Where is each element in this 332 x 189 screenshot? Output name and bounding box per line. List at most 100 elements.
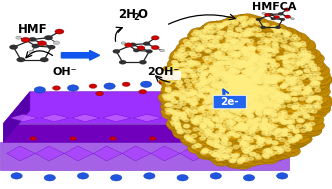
Circle shape: [261, 130, 281, 142]
Circle shape: [240, 90, 245, 93]
Circle shape: [236, 90, 256, 102]
Circle shape: [262, 104, 268, 107]
Circle shape: [249, 51, 255, 54]
Circle shape: [287, 112, 307, 123]
Circle shape: [222, 87, 242, 98]
Circle shape: [257, 95, 277, 106]
Circle shape: [198, 124, 218, 135]
Circle shape: [205, 65, 225, 76]
Circle shape: [262, 49, 267, 53]
Circle shape: [224, 94, 244, 105]
Circle shape: [258, 119, 278, 131]
Circle shape: [167, 97, 173, 101]
Circle shape: [186, 62, 191, 65]
Circle shape: [263, 150, 283, 162]
Circle shape: [255, 86, 275, 97]
Circle shape: [273, 43, 278, 46]
Circle shape: [233, 96, 239, 99]
Circle shape: [234, 90, 254, 101]
Circle shape: [244, 88, 264, 99]
Circle shape: [261, 92, 267, 96]
Circle shape: [245, 115, 265, 127]
Circle shape: [182, 135, 202, 146]
Circle shape: [291, 115, 297, 118]
Circle shape: [269, 96, 275, 99]
Circle shape: [195, 122, 215, 134]
Circle shape: [235, 46, 241, 49]
Circle shape: [228, 66, 248, 77]
Circle shape: [239, 36, 259, 47]
Circle shape: [241, 68, 261, 79]
Circle shape: [251, 104, 271, 115]
Circle shape: [259, 84, 279, 95]
Circle shape: [212, 54, 232, 65]
Circle shape: [299, 66, 319, 77]
Circle shape: [235, 84, 255, 96]
Circle shape: [238, 94, 244, 97]
Circle shape: [229, 78, 235, 81]
Circle shape: [274, 46, 279, 49]
Circle shape: [290, 37, 296, 41]
Circle shape: [206, 131, 226, 142]
Circle shape: [242, 106, 248, 109]
Circle shape: [203, 33, 222, 44]
Circle shape: [226, 89, 232, 92]
Circle shape: [297, 59, 303, 63]
Circle shape: [258, 125, 278, 136]
Circle shape: [239, 104, 245, 108]
Circle shape: [301, 91, 306, 94]
Circle shape: [244, 93, 250, 97]
Circle shape: [259, 62, 279, 73]
Circle shape: [293, 105, 298, 108]
Circle shape: [296, 71, 302, 74]
Circle shape: [192, 61, 198, 64]
Circle shape: [238, 88, 244, 91]
Circle shape: [242, 86, 248, 89]
Circle shape: [243, 53, 249, 56]
Circle shape: [244, 34, 249, 37]
Circle shape: [237, 96, 257, 107]
Circle shape: [289, 125, 294, 128]
Circle shape: [228, 91, 248, 103]
Circle shape: [294, 53, 314, 64]
Circle shape: [242, 89, 247, 92]
Circle shape: [185, 135, 190, 138]
Circle shape: [211, 112, 231, 123]
Circle shape: [161, 65, 181, 77]
Circle shape: [241, 91, 246, 94]
Circle shape: [250, 59, 256, 62]
Circle shape: [241, 88, 246, 91]
Circle shape: [240, 50, 260, 61]
Circle shape: [229, 66, 235, 69]
Circle shape: [238, 140, 258, 152]
Circle shape: [207, 107, 212, 110]
Circle shape: [299, 91, 319, 103]
Circle shape: [272, 97, 278, 100]
Circle shape: [253, 91, 259, 94]
Circle shape: [221, 140, 226, 144]
Circle shape: [283, 61, 289, 64]
Circle shape: [236, 29, 242, 32]
Circle shape: [268, 25, 288, 36]
Circle shape: [207, 67, 227, 78]
Circle shape: [244, 64, 264, 75]
Circle shape: [237, 86, 243, 89]
Circle shape: [268, 36, 288, 47]
Circle shape: [241, 64, 261, 75]
Circle shape: [314, 96, 320, 99]
Circle shape: [176, 60, 196, 71]
Circle shape: [299, 97, 305, 101]
Circle shape: [230, 105, 236, 108]
Circle shape: [233, 59, 239, 63]
Circle shape: [235, 91, 241, 94]
Circle shape: [262, 75, 282, 86]
Circle shape: [241, 95, 261, 107]
Circle shape: [246, 150, 266, 161]
Circle shape: [305, 53, 325, 64]
Circle shape: [257, 89, 277, 100]
Circle shape: [228, 155, 248, 166]
Circle shape: [178, 69, 183, 72]
Circle shape: [186, 110, 192, 113]
Circle shape: [229, 90, 249, 101]
Circle shape: [225, 71, 231, 74]
